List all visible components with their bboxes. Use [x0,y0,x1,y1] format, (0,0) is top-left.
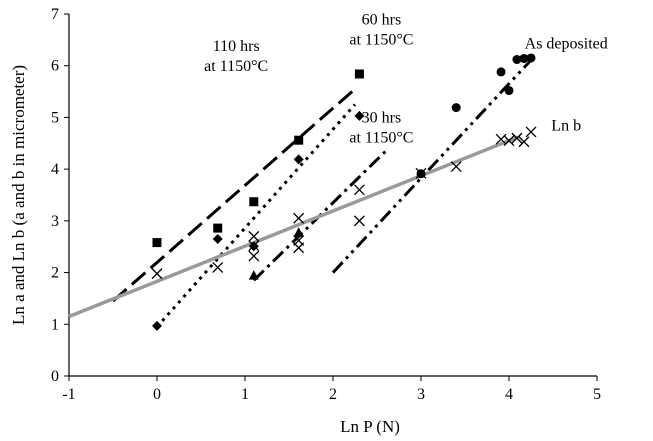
y-tick-label: 5 [51,109,59,126]
annotation: 110 hrs at 1150°C [204,38,268,75]
annotation: 60 hrs at 1150°C [349,11,413,48]
point-cross [212,261,224,273]
x-tick-label: 3 [417,386,425,403]
x-tick-label: 5 [593,386,601,403]
point-cross [511,132,523,144]
x-tick-label: 2 [329,386,337,403]
point-triangle [248,270,259,280]
point-cross [151,268,163,280]
point-square [213,223,223,233]
point-circle [519,53,529,63]
point-circle [496,67,506,77]
y-tick-label: 7 [51,6,59,23]
y-tick-label: 4 [51,161,59,178]
point-cross [415,167,427,179]
fit-line-square [112,87,356,303]
point-cross [293,212,305,224]
point-cross [248,230,260,242]
point-circle [526,53,536,63]
point-diamond [212,233,223,244]
point-square [354,69,364,79]
y-tick-label: 3 [51,213,59,230]
annotation: 30 hrs at 1150°C [349,110,413,147]
fit-lines [68,54,537,328]
x-tick-label: 1 [241,386,249,403]
data-points [151,53,537,331]
y-tick-label: 2 [51,265,59,282]
x-tick-label: 0 [153,386,161,403]
point-diamond [293,154,304,165]
annotation: Ln b [551,117,581,134]
point-cross [353,215,365,227]
point-cross [450,161,462,173]
point-diamond [354,110,365,121]
point-square [152,238,162,248]
x-tick-label: -1 [62,386,75,403]
y-tick-label: 0 [51,368,59,385]
y-axis-title: Ln a and Ln b (a and b in micrometer) [9,65,28,325]
x-axis-title: Ln P (N) [340,417,400,436]
annotation: As deposited [525,36,608,53]
point-square [294,135,304,145]
point-circle [512,55,522,65]
fit-line-diamond [155,103,357,328]
point-cross [293,235,305,246]
point-circle [504,86,514,96]
point-circle [451,103,461,113]
point-diamond [152,320,162,331]
point-square [249,197,259,207]
annotations: 110 hrs at 1150°C 60 hrs at 1150°C 30 hrs at … [204,11,608,146]
point-cross [525,126,537,138]
point-cross [353,184,365,196]
fit-line-circle [331,54,537,274]
point-triangle [293,227,304,237]
y-tick-label: 1 [51,316,59,333]
fit-line-cross [68,135,519,319]
point-cross [503,135,515,147]
y-tick-label: 6 [51,58,59,75]
x-tick-label: 4 [505,386,513,403]
point-cross [518,136,530,148]
point-cross [248,250,260,262]
point-cross [248,240,260,252]
